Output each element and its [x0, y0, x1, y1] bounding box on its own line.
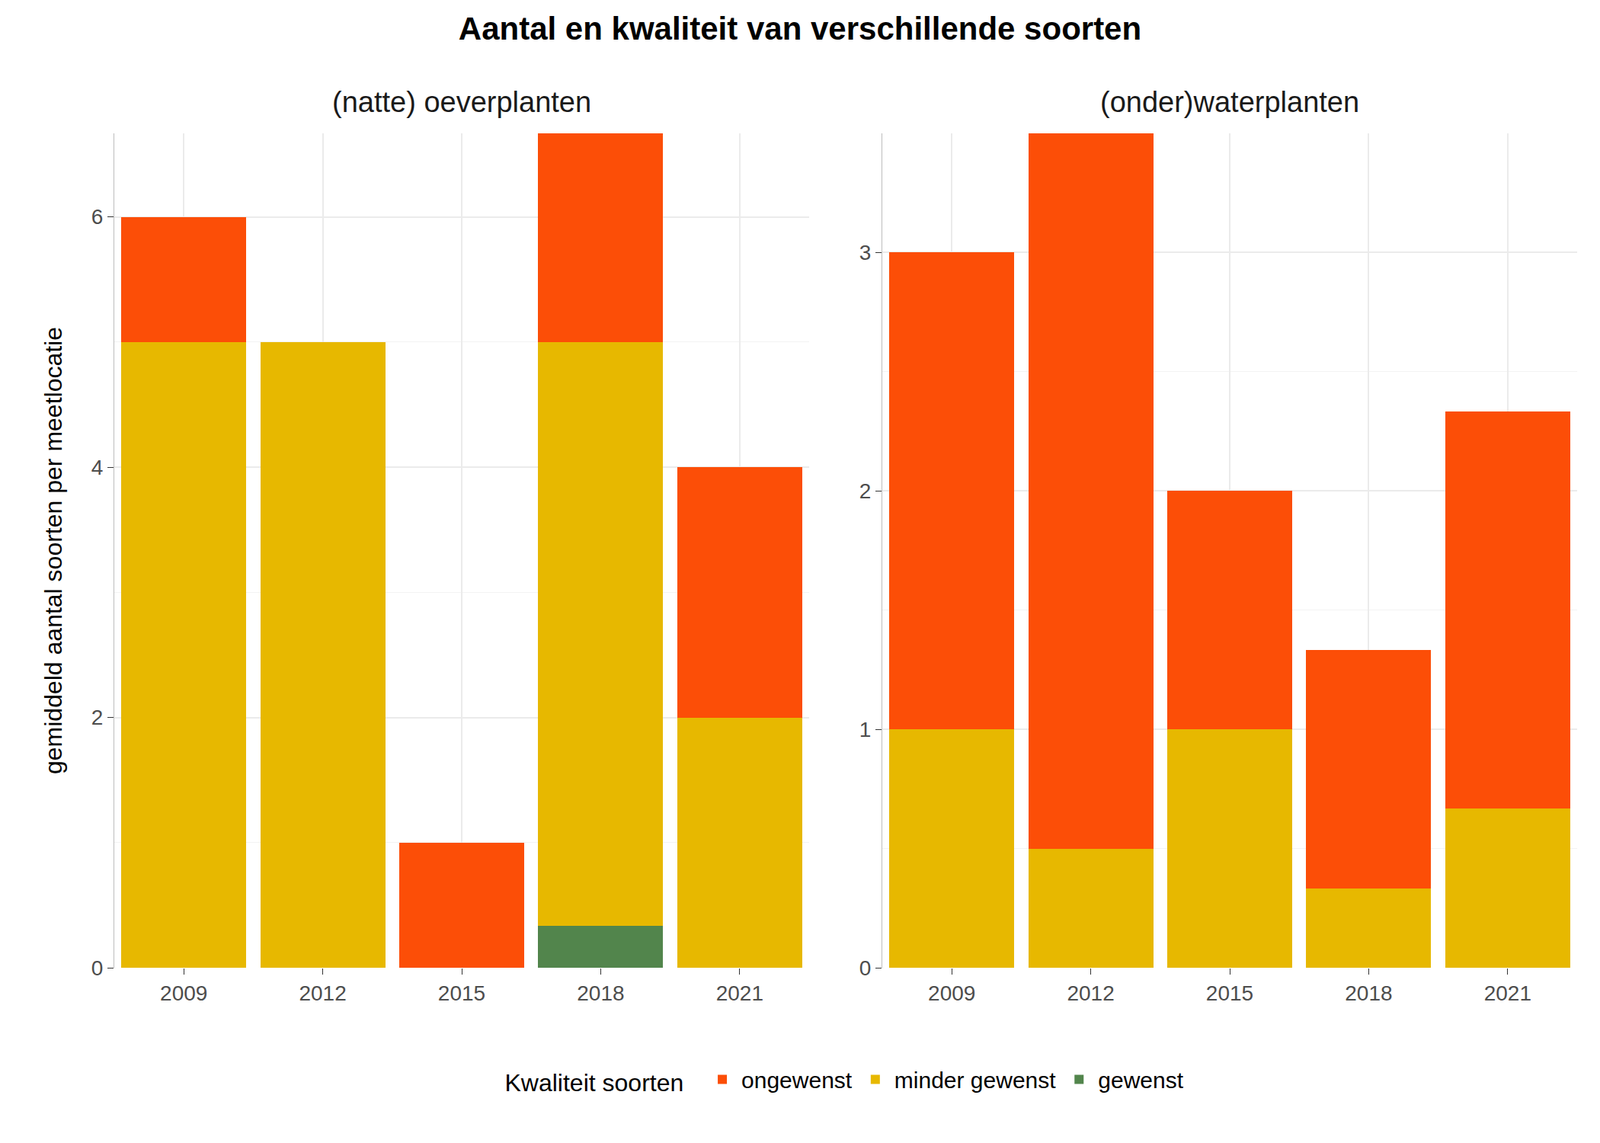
svg-text:ongewenst: ongewenst	[741, 1067, 853, 1093]
svg-text:2015: 2015	[1206, 981, 1254, 1005]
svg-text:0: 0	[91, 956, 104, 980]
svg-text:Aantal en kwaliteit van versch: Aantal en kwaliteit van verschillende so…	[458, 10, 1142, 47]
svg-text:(natte) oeverplanten: (natte) oeverplanten	[332, 86, 592, 119]
svg-text:2009: 2009	[160, 981, 208, 1005]
svg-text:gemiddeld aantal soorten per m: gemiddeld aantal soorten per meetlocatie	[39, 326, 68, 775]
svg-text:minder gewenst: minder gewenst	[894, 1067, 1056, 1093]
svg-text:2018: 2018	[1344, 981, 1392, 1005]
svg-text:(onder)waterplanten: (onder)waterplanten	[1100, 86, 1360, 119]
svg-text:2012: 2012	[298, 981, 346, 1005]
svg-text:3: 3	[859, 240, 872, 265]
svg-text:2: 2	[859, 479, 872, 503]
svg-text:2021: 2021	[716, 981, 764, 1005]
svg-text:2: 2	[91, 705, 104, 730]
svg-text:Kwaliteit soorten: Kwaliteit soorten	[505, 1068, 698, 1097]
svg-text:0: 0	[859, 956, 872, 980]
svg-text:2015: 2015	[438, 981, 486, 1005]
svg-text:6: 6	[91, 204, 104, 229]
svg-text:2021: 2021	[1484, 981, 1532, 1005]
svg-text:gewenst: gewenst	[1097, 1067, 1184, 1093]
svg-text:1: 1	[859, 717, 872, 742]
svg-text:4: 4	[91, 455, 104, 480]
svg-text:2012: 2012	[1066, 981, 1114, 1005]
svg-text:2009: 2009	[928, 981, 976, 1005]
svg-text:2018: 2018	[576, 981, 624, 1005]
